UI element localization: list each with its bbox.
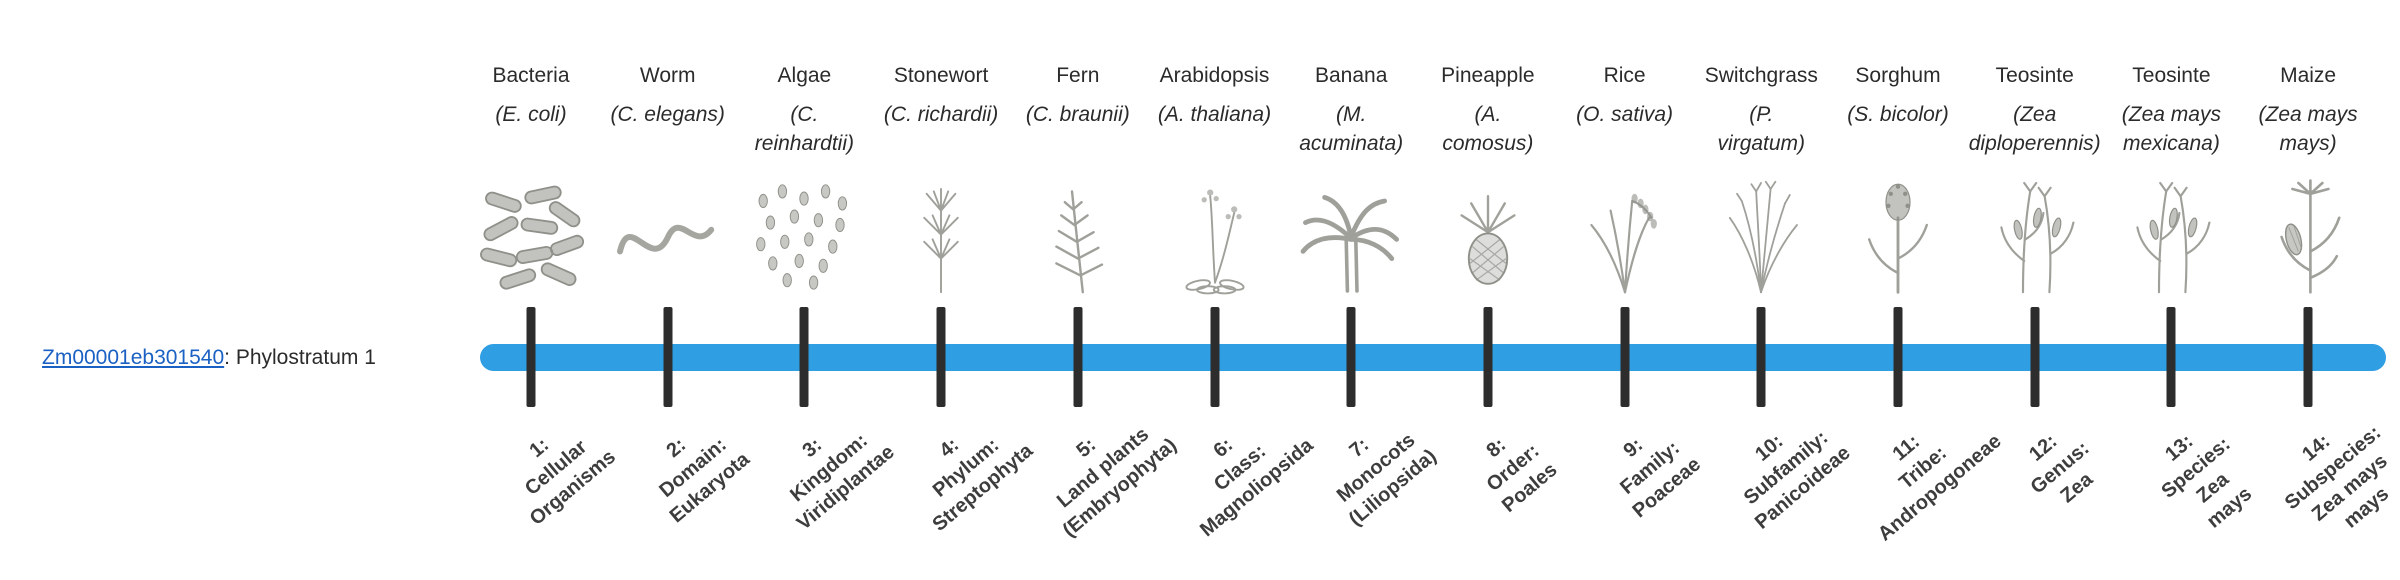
organism-scientific-name: (Zea mays mays)	[2258, 103, 2358, 155]
organism-scientific-name: (C. reinhardtii)	[754, 103, 854, 155]
tick-mark	[2303, 307, 2313, 407]
organism-name: Worm (C. elegans)	[580, 62, 756, 130]
rice-icon	[1563, 170, 1687, 304]
tick-mark	[1893, 307, 1903, 407]
organism-name: Teosinte (Zea diploperennis)	[1947, 62, 2123, 158]
organism-scientific-name: (C. richardii)	[883, 103, 999, 127]
organism-common-name: Algae	[777, 64, 832, 87]
organism-name: Switchgrass (P. virgatum)	[1673, 62, 1849, 158]
organism-scientific-name: (E. coli)	[495, 103, 567, 127]
tick-mark	[1346, 307, 1356, 407]
organism-name: Stonewort (C. richardii)	[853, 62, 1029, 130]
tick-mark	[799, 307, 809, 407]
organism-scientific-name: (O. sativa)	[1576, 103, 1674, 127]
tick-mark	[1756, 307, 1766, 407]
arabidopsis-icon	[1153, 170, 1277, 304]
organism-scientific-name: (Zea mays mexicana)	[2121, 103, 2221, 155]
organism-common-name: Fern	[1056, 64, 1100, 87]
tick-mark	[1073, 307, 1083, 407]
organism-name: Banana (M. acuminata)	[1263, 62, 1439, 158]
banana-icon	[1289, 170, 1413, 304]
organism-scientific-name: (C. braunii)	[1025, 103, 1130, 127]
tick-mark	[663, 307, 673, 407]
organism-common-name: Worm	[639, 64, 696, 87]
organism-common-name: Switchgrass	[1704, 64, 1818, 87]
organism-name: Arabidopsis (A. thaliana)	[1127, 62, 1303, 130]
tick-mark	[1483, 307, 1493, 407]
teosinte-icon	[1973, 170, 2097, 304]
organism-scientific-name: (S. bicolor)	[1847, 103, 1949, 127]
organism-common-name: Sorghum	[1855, 64, 1941, 87]
organism-common-name: Banana	[1314, 64, 1388, 87]
organism-scientific-name: (Zea diploperennis)	[1968, 103, 2101, 155]
tick-mark	[526, 307, 536, 407]
organism-name: Fern (C. braunii)	[990, 62, 1166, 130]
tick-mark	[2166, 307, 2176, 407]
tick-mark	[1210, 307, 1219, 407]
organism-name: Rice (O. sativa)	[1537, 62, 1713, 130]
organism-common-name: Stonewort	[893, 64, 989, 87]
organism-scientific-name: (A. thaliana)	[1157, 103, 1272, 127]
organism-name: Algae (C. reinhardtii)	[716, 62, 892, 158]
bacteria-icon	[469, 170, 593, 304]
gene-id-link[interactable]: Zm00001eb301540	[42, 346, 225, 369]
teosinte-icon	[2109, 170, 2233, 304]
phylostrata-bar	[480, 344, 2386, 371]
organism-common-name: Teosinte	[1995, 64, 2074, 87]
organism-name: Pineapple (A. comosus)	[1400, 62, 1576, 158]
tick-mark	[936, 307, 946, 407]
organism-common-name: Arabidopsis	[1159, 64, 1270, 87]
gene-label: Zm00001eb301540: Phylostratum 1	[42, 346, 376, 370]
worm-icon	[606, 170, 730, 304]
organism-scientific-name: (C. elegans)	[610, 103, 725, 127]
tick-mark	[2030, 307, 2040, 407]
organism-name: Sorghum (S. bicolor)	[1810, 62, 1986, 130]
organism-name: Teosinte (Zea mays mexicana)	[2083, 62, 2259, 158]
switchgrass-icon	[1699, 170, 1823, 304]
sorghum-icon	[1836, 170, 1960, 304]
stonewort-icon	[879, 170, 1003, 304]
organism-common-name: Bacteria	[492, 64, 570, 87]
maize-icon	[2246, 170, 2370, 304]
organism-common-name: Maize	[2280, 64, 2337, 87]
tick-mark	[1620, 307, 1630, 407]
organism-scientific-name: (A. comosus)	[1442, 103, 1534, 155]
organism-common-name: Teosinte	[2132, 64, 2211, 87]
organism-common-name: Pineapple	[1441, 64, 1535, 87]
fern-icon	[1016, 170, 1140, 304]
organism-name: Bacteria (E. coli)	[443, 62, 619, 130]
organism-scientific-name: (M. acuminata)	[1299, 103, 1404, 155]
pineapple-icon	[1426, 170, 1550, 304]
algae-icon	[742, 170, 866, 304]
organism-scientific-name: (P. virgatum)	[1717, 103, 1806, 155]
organism-name: Maize (Zea mays mays)	[2220, 62, 2396, 158]
organism-common-name: Rice	[1603, 64, 1646, 87]
phylostratum-text: : Phylostratum 1	[224, 346, 376, 369]
